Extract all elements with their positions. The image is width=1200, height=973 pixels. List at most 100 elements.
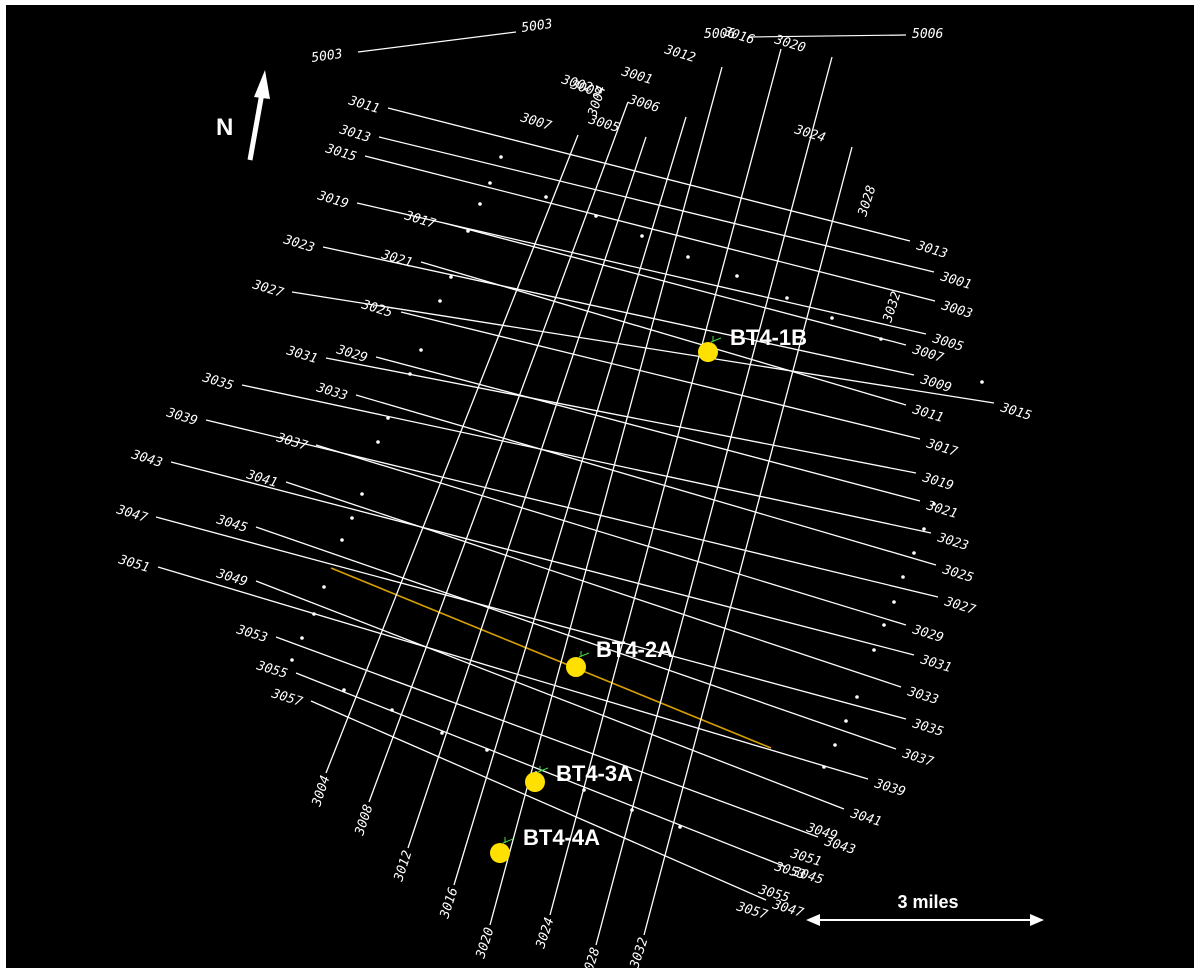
line-label-extra-3001: 3001 bbox=[619, 64, 654, 88]
line-label-3039: 3039 bbox=[164, 405, 199, 429]
shotpoint-marker bbox=[478, 202, 482, 206]
well-marker-BT4-1B[interactable] bbox=[698, 342, 718, 362]
shotpoint-marker bbox=[499, 155, 503, 159]
line-label-3033: 3033 bbox=[905, 684, 940, 708]
line-label-extra-3057: 3057 bbox=[734, 899, 769, 923]
seismic-line-3011 bbox=[387, 107, 911, 242]
seismic-line-3017 bbox=[443, 222, 907, 346]
shotpoint-marker bbox=[440, 731, 444, 735]
shotpoint-marker bbox=[882, 623, 886, 627]
shotpoint-marker bbox=[980, 380, 984, 384]
shotpoint-marker bbox=[640, 234, 644, 238]
seismic-line-3025 bbox=[400, 311, 921, 440]
well-marker-BT4-2A[interactable] bbox=[566, 657, 586, 677]
scale-label: 3 miles bbox=[897, 892, 958, 912]
line-label-3031: 3031 bbox=[284, 343, 319, 367]
shotpoint-marker bbox=[912, 551, 916, 555]
shotpoint-marker bbox=[822, 765, 826, 769]
well-label-BT4-3A: BT4-3A bbox=[556, 761, 633, 786]
line-label-3001: 3001 bbox=[938, 269, 973, 293]
line-label-3045: 3045 bbox=[214, 512, 249, 536]
line-label-3033: 3033 bbox=[314, 380, 349, 404]
line-label-3016: 3016 bbox=[437, 886, 461, 922]
shotpoint-marker bbox=[419, 348, 423, 352]
well-symbol-icon bbox=[578, 651, 590, 658]
seismic-line-3031 bbox=[325, 357, 917, 474]
line-label-3041: 3041 bbox=[244, 467, 279, 491]
shotpoint-marker bbox=[833, 743, 837, 747]
line-label-extra-3049: 3049 bbox=[804, 820, 839, 844]
line-label-5006-b: 5006 bbox=[912, 27, 943, 42]
shotpoint-marker bbox=[855, 695, 859, 699]
shotpoint-marker bbox=[872, 648, 876, 652]
shotpoint-marker bbox=[544, 195, 548, 199]
shotpoint-marker bbox=[342, 688, 346, 692]
line-label-3021: 3021 bbox=[379, 247, 414, 271]
line-label-3024: 3024 bbox=[533, 916, 557, 951]
seismic-line-3047 bbox=[155, 516, 907, 720]
shotpoint-marker bbox=[466, 229, 470, 233]
line-label-3025: 3025 bbox=[359, 297, 394, 321]
line-label-3019: 3019 bbox=[920, 470, 955, 494]
seismic-line-3023 bbox=[322, 246, 915, 376]
line-label-3051: 3051 bbox=[116, 552, 151, 576]
shotpoint-marker bbox=[290, 658, 294, 662]
seismic-basemap: 3011 3013 3013 3001 3015 3003 3019 3005 3017 3007… bbox=[6, 5, 1194, 968]
line-label-3057: 3057 bbox=[269, 686, 304, 710]
line-label-3008: 3008 bbox=[352, 803, 376, 839]
line-label-3020: 3020 bbox=[473, 926, 497, 962]
well-symbol-icon bbox=[502, 837, 514, 844]
shotpoint-marker bbox=[686, 255, 690, 259]
line-label-3017: 3017 bbox=[924, 436, 959, 460]
shotpoint-marker bbox=[390, 708, 394, 712]
line-label-3004: 3004 bbox=[309, 774, 333, 809]
shotpoint-marker bbox=[582, 788, 586, 792]
shotpoint-marker bbox=[312, 612, 316, 616]
line-label-5006-a: 5006 bbox=[704, 27, 735, 42]
seismic-line-3049 bbox=[255, 580, 845, 810]
seismic-line-3032 bbox=[643, 146, 853, 936]
line-label-3053: 3053 bbox=[234, 622, 269, 646]
seismic-line-3016 bbox=[453, 116, 687, 886]
line-label-3012: 3012 bbox=[391, 849, 415, 885]
shotpoint-marker bbox=[892, 600, 896, 604]
line-label-3035: 3035 bbox=[910, 716, 945, 740]
survey-line-5003 bbox=[357, 31, 517, 53]
line-label-3011: 3011 bbox=[910, 402, 945, 426]
line-label-3027: 3027 bbox=[942, 594, 977, 618]
line-label-3032: 3032 bbox=[627, 936, 651, 968]
shotpoint-marker bbox=[630, 808, 634, 812]
seismic-line-3051 bbox=[157, 566, 869, 780]
line-label-extra-3032: 3032 bbox=[880, 290, 904, 326]
shotpoint-marker bbox=[488, 181, 492, 185]
shotpoint-marker bbox=[901, 575, 905, 579]
seismic-line-3045 bbox=[255, 526, 897, 750]
seismic-line-3035 bbox=[241, 384, 932, 534]
shotpoint-marker bbox=[844, 719, 848, 723]
line-label-3041: 3041 bbox=[848, 806, 883, 830]
line-label-3013: 3013 bbox=[914, 238, 949, 262]
line-label-3013: 3013 bbox=[337, 122, 372, 146]
shotpoint-marker bbox=[350, 516, 354, 520]
seismic-line-3012 bbox=[407, 136, 647, 849]
seismic-line-3039 bbox=[205, 419, 939, 598]
seismic-line-3029 bbox=[375, 356, 921, 502]
seismic-line-3027 bbox=[291, 291, 995, 404]
shotpoint-marker bbox=[735, 274, 739, 278]
line-label-3043: 3043 bbox=[129, 447, 164, 471]
line-label-3049: 3049 bbox=[214, 566, 249, 590]
seismic-line-3057 bbox=[310, 700, 767, 901]
line-label-5003-a: 5003 bbox=[310, 47, 343, 66]
seismic-line-3024 bbox=[549, 48, 782, 916]
seismic-line-3008 bbox=[368, 101, 629, 803]
north-arrow-icon bbox=[247, 70, 270, 161]
shotpoint-marker bbox=[340, 538, 344, 542]
line-label-3037: 3037 bbox=[900, 746, 935, 770]
well-marker-BT4-3A[interactable] bbox=[525, 772, 545, 792]
line-label-3023: 3023 bbox=[935, 530, 970, 554]
shotpoint-marker bbox=[376, 440, 380, 444]
well-marker-BT4-4A[interactable] bbox=[490, 843, 510, 863]
shotpoint-marker bbox=[785, 296, 789, 300]
north-label: N bbox=[216, 114, 233, 141]
shotpoint-marker bbox=[322, 585, 326, 589]
